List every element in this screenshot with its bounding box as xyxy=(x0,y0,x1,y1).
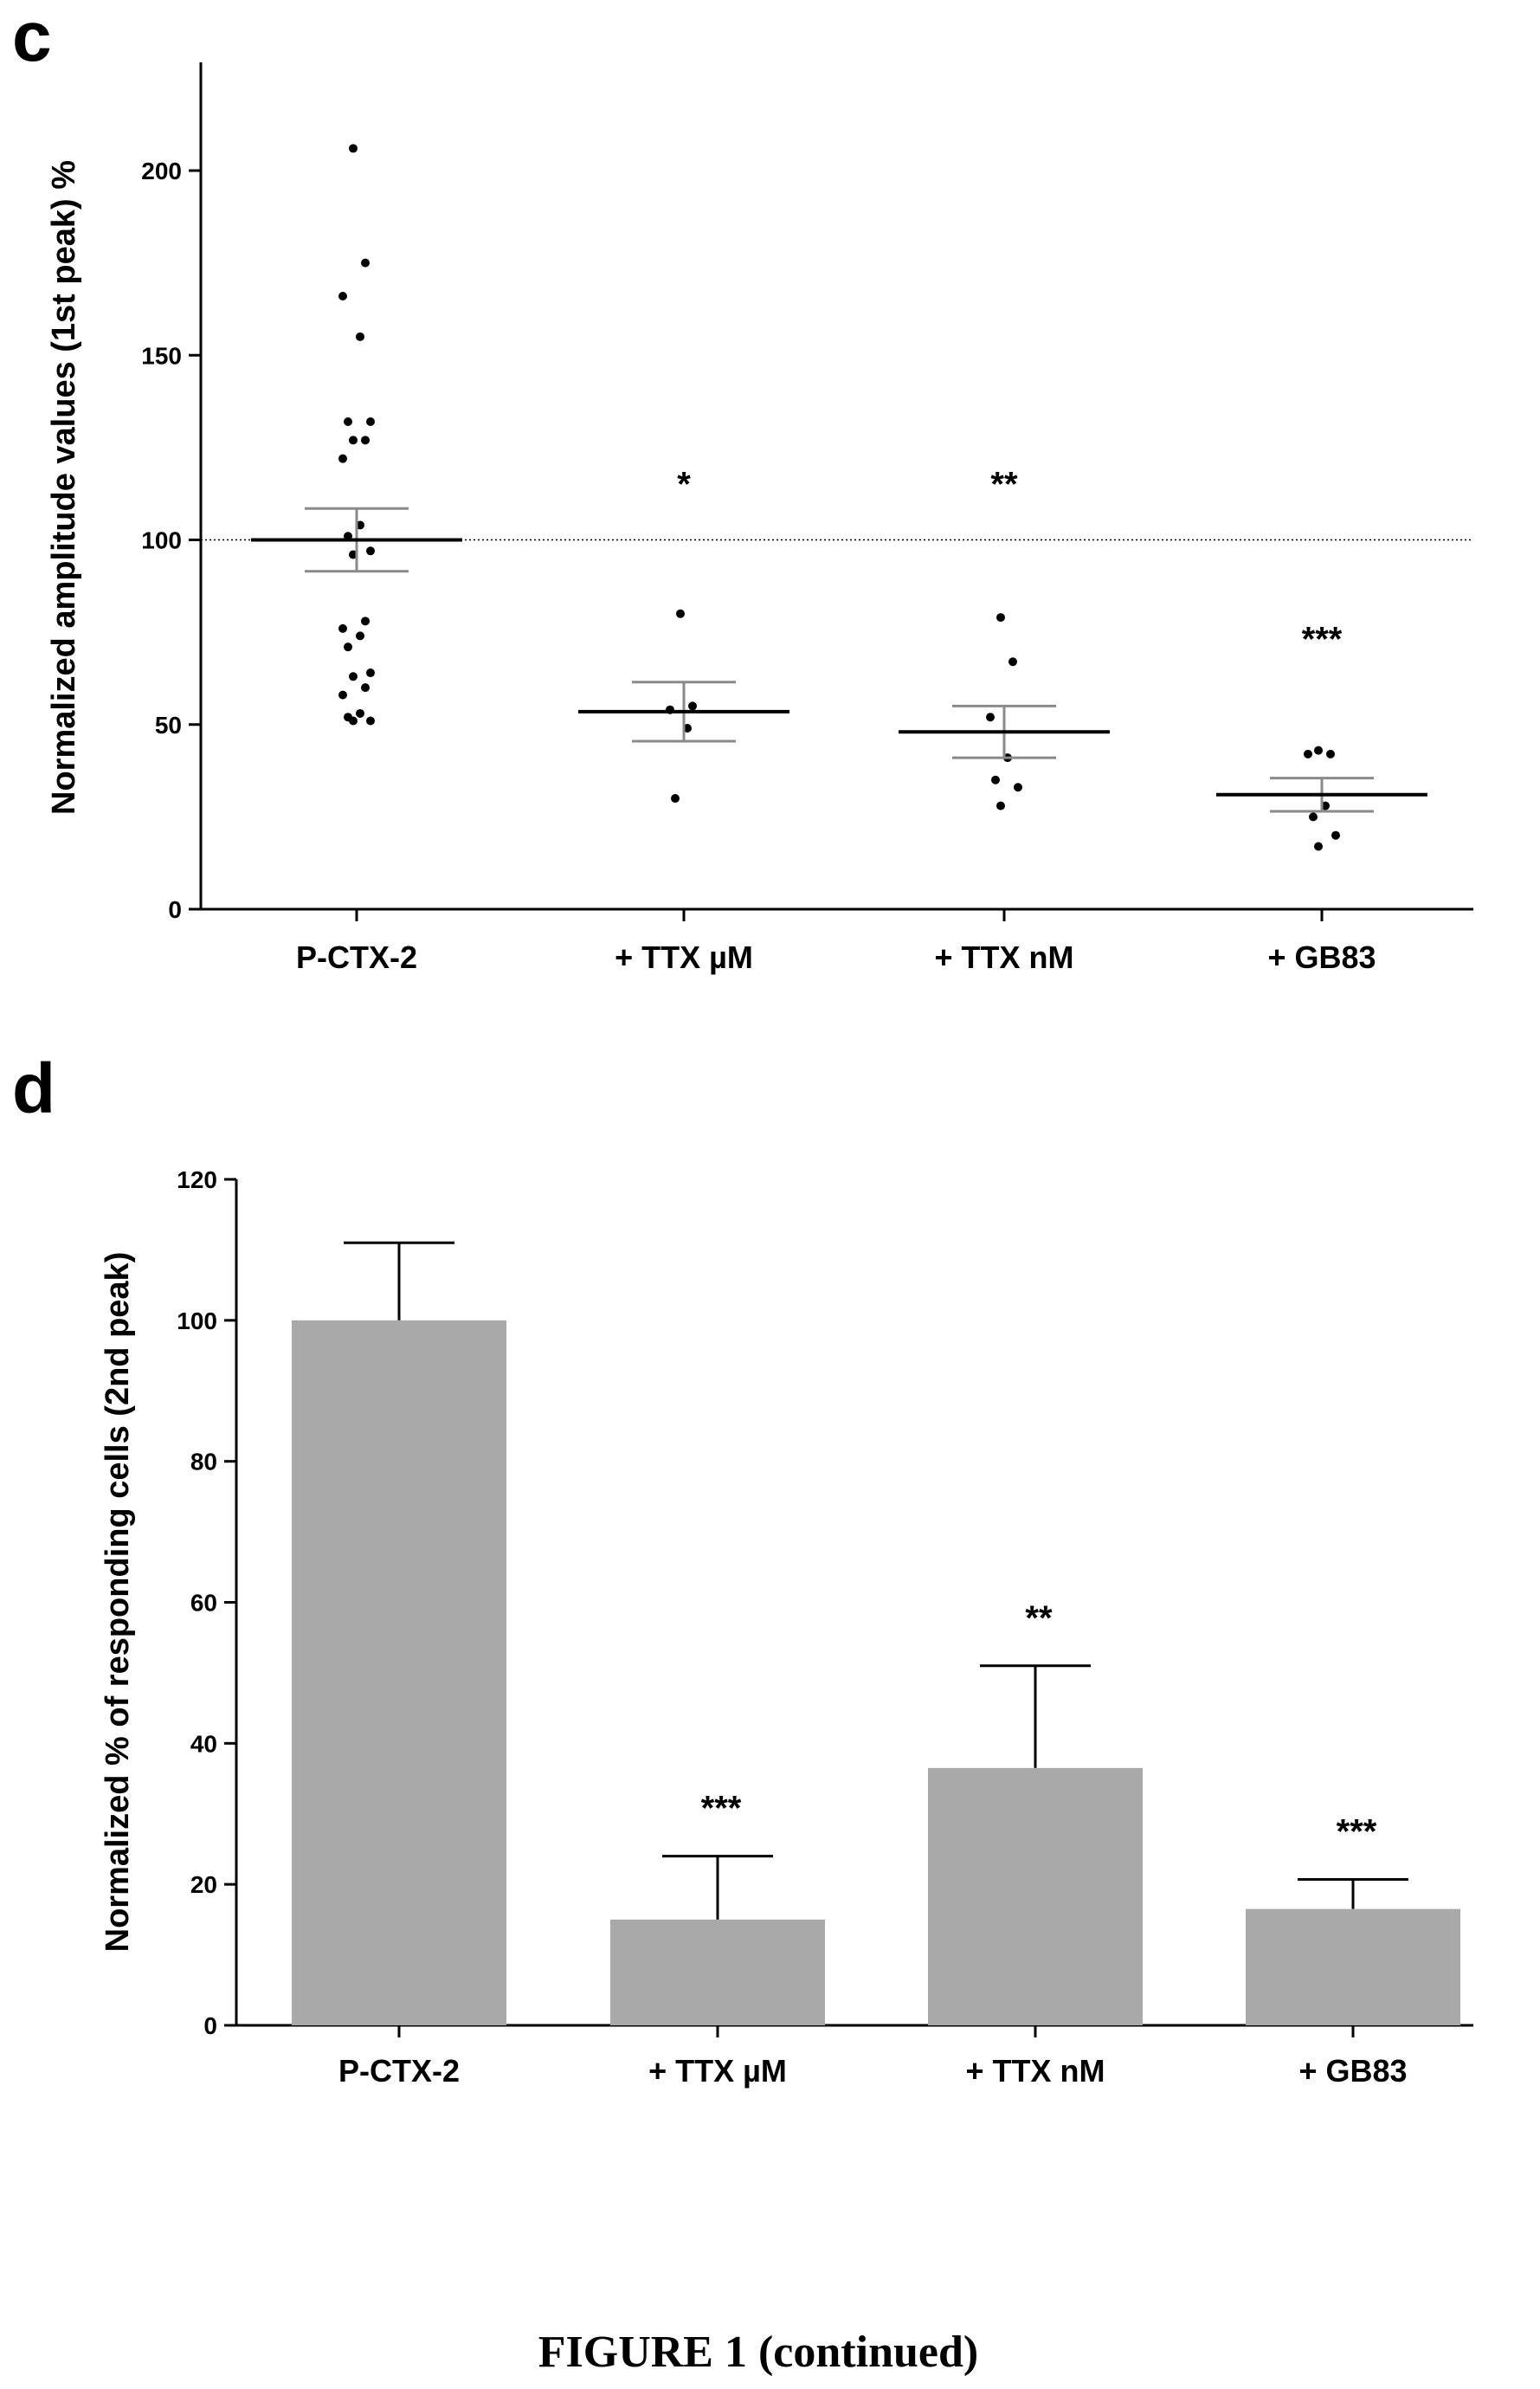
panel-d-bar-chart: d Normalized % of responding cells (2nd … xyxy=(12,1049,1473,2089)
panel-d-significance-label: *** xyxy=(701,1790,742,1828)
panel-d-data-marks: ******** xyxy=(292,1241,1460,2025)
panel-d-y-axis-label: Normalized % of responding cells (2nd pe… xyxy=(100,1252,136,1953)
panel-d-y-tick-label: 120 xyxy=(177,1166,217,1193)
panel-c-data-point xyxy=(1314,746,1323,755)
panel-c-data-point xyxy=(1008,657,1017,667)
panel-c-data-point xyxy=(986,713,995,722)
panel-d-y-tick-label: 80 xyxy=(190,1449,217,1475)
panel-c-significance-label: * xyxy=(677,465,691,503)
panel-c-data-point xyxy=(1014,783,1022,792)
panel-c-category-label: + GB83 xyxy=(1267,939,1376,975)
panel-c-data-point xyxy=(344,417,352,427)
panel-c-data-point xyxy=(991,775,1000,784)
panel-d-bar xyxy=(292,1320,506,2025)
panel-c-data-point xyxy=(361,617,370,626)
panel-c-data-point xyxy=(356,332,364,341)
panel-c-data-point xyxy=(366,546,375,556)
panel-d-y-tick-label: 60 xyxy=(190,1590,217,1617)
panel-c-data-point xyxy=(361,258,370,268)
panel-c-y-tick-label: 150 xyxy=(141,342,182,369)
panel-c-data-point xyxy=(366,668,375,678)
panel-c-data-point xyxy=(338,623,347,633)
panel-d-letter: d xyxy=(12,1049,55,1128)
panel-d-y-tick-label: 20 xyxy=(190,1871,217,1898)
panel-d-category-labels: P-CTX-2 + TTX µM + TTX nM + GB83 xyxy=(338,2025,1408,2089)
panel-c-data-point xyxy=(349,672,358,681)
panel-c-data-point xyxy=(366,417,375,427)
panel-c-data-point xyxy=(688,701,697,711)
panel-c-y-tick-label: 50 xyxy=(155,712,182,739)
panel-c-data-point xyxy=(344,642,352,652)
panel-c-data-point xyxy=(1309,812,1318,822)
panel-c-category-label: + TTX nM xyxy=(935,939,1074,975)
panel-c-y-axis-label: Normalized amplitude values (1st peak) % xyxy=(46,160,82,815)
panel-c-significance-label: ** xyxy=(990,465,1018,503)
panel-c-data-point xyxy=(1331,830,1340,840)
panel-d-significance-label: *** xyxy=(1337,1812,1377,1850)
panel-c-letter: c xyxy=(12,0,52,76)
panel-d-category-label: + TTX nM xyxy=(966,2053,1105,2089)
panel-d-bar xyxy=(928,1767,1143,2025)
panel-c-data-point xyxy=(361,683,370,693)
panel-c-data-point xyxy=(1314,842,1323,851)
panel-c-data-point xyxy=(349,436,358,445)
panel-d-bar xyxy=(610,1919,825,2025)
panel-c-data-point xyxy=(338,454,347,463)
panel-c-category-labels: P-CTX-2 + TTX µM + TTX nM + GB83 xyxy=(296,909,1376,975)
panel-c-data-point xyxy=(1326,749,1335,759)
panel-c-y-tick-label: 200 xyxy=(141,158,182,184)
panel-c-y-ticks: 0 50 100 150 200 xyxy=(141,158,201,923)
figure-caption: FIGURE 1 (continued) xyxy=(538,2328,978,2377)
panel-d-y-tick-label: 40 xyxy=(190,1730,217,1757)
panel-c-data-point xyxy=(676,609,685,618)
panel-d-y-tick-label: 100 xyxy=(177,1307,217,1334)
panel-c-data-point xyxy=(356,708,364,718)
panel-c-data-point xyxy=(1304,749,1312,759)
panel-c-data-point xyxy=(671,794,680,804)
panel-c-category-label: + TTX µM xyxy=(615,939,753,975)
panel-c-data-point xyxy=(338,292,347,301)
panel-d-bar xyxy=(1246,1908,1460,2025)
panel-c-data-point xyxy=(349,144,358,153)
panel-c-data-point xyxy=(356,631,364,641)
panel-c-category-label: P-CTX-2 xyxy=(296,939,417,975)
panel-c-scatter-chart: c Normalized amplitude values (1st peak)… xyxy=(12,0,1473,975)
panel-c-data-point xyxy=(366,716,375,726)
panel-c-data-point xyxy=(361,436,370,445)
panel-d-significance-label: ** xyxy=(1025,1599,1053,1637)
panel-d-category-label: + TTX µM xyxy=(648,2053,787,2089)
panel-d-category-label: P-CTX-2 xyxy=(338,2053,460,2089)
panel-c-data-point xyxy=(996,613,1005,623)
panel-c-significance-label: *** xyxy=(1302,620,1343,658)
panel-c-data-point xyxy=(349,716,358,726)
panel-c-data-point xyxy=(338,690,347,700)
panel-c-y-tick-label: 100 xyxy=(141,527,182,554)
panel-c-data-marks: * ***** xyxy=(201,144,1473,851)
panel-c-data-point xyxy=(996,801,1005,810)
panel-d-y-tick-label: 0 xyxy=(203,2012,217,2039)
panel-d-category-label: + GB83 xyxy=(1298,2053,1407,2089)
panel-c-y-tick-label: 0 xyxy=(168,896,182,923)
panel-d-y-ticks: 0 20 40 60 80 100 120 xyxy=(177,1166,236,2039)
